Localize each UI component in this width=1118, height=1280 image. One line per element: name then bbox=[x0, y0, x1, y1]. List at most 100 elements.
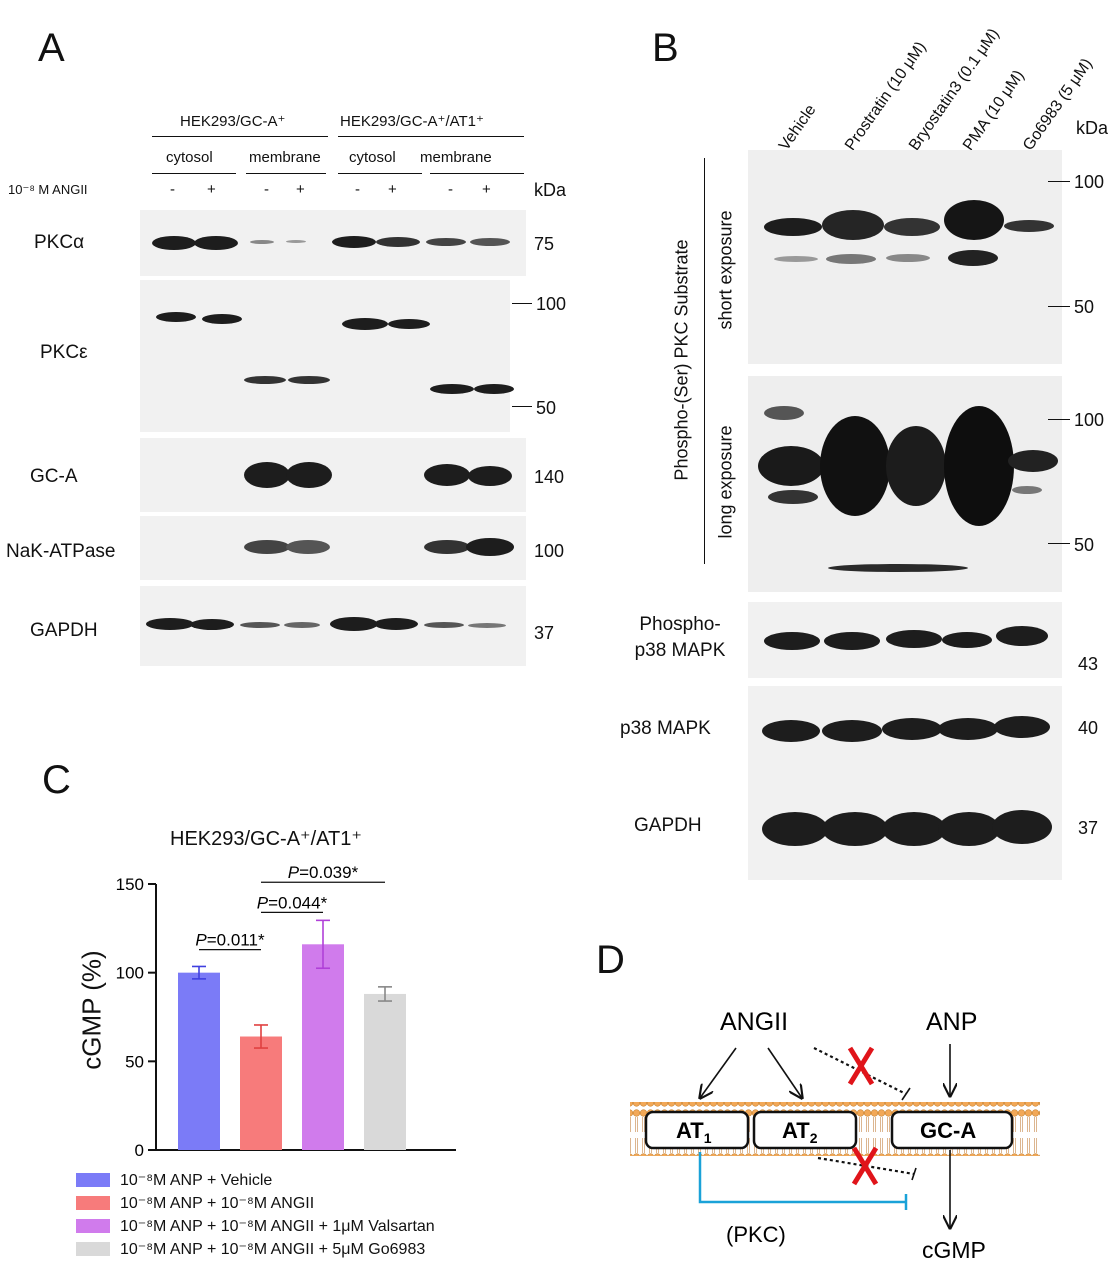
group-line-gca-at1 bbox=[338, 136, 524, 137]
inhibition-bar-top bbox=[901, 1087, 911, 1101]
panel-d-label: D bbox=[596, 938, 625, 982]
chart-title: HEK293/GC-A⁺/AT1⁺ bbox=[170, 828, 362, 850]
red-x-top-icon bbox=[847, 1046, 875, 1086]
legend-item: 10⁻⁸M ANP + 10⁻⁸M ANGII + 5μM Go6983 bbox=[76, 1237, 435, 1260]
lane-sign: - bbox=[448, 181, 453, 198]
blot-long-exposure bbox=[748, 376, 1062, 592]
legend-text: 10⁻⁸M ANP + 10⁻⁸M ANGII + 5μM Go6983 bbox=[120, 1240, 426, 1258]
lane-sign: + bbox=[482, 181, 491, 198]
legend-swatch bbox=[76, 1241, 110, 1256]
marker-tick bbox=[512, 303, 532, 304]
pkc-inhibition-line bbox=[698, 1152, 906, 1204]
mw-label: 37 bbox=[1078, 818, 1099, 838]
group-label-gca: HEK293/GC-A⁺ bbox=[180, 113, 286, 130]
row-label-phospho-p38: Phospho- p38 MAPK bbox=[618, 612, 742, 664]
kda-label: kDa bbox=[534, 180, 567, 200]
panel-b-label: B bbox=[652, 26, 679, 70]
mw-label: 100 bbox=[536, 294, 567, 314]
pathway-diagram: ANGII ANP AT1 AT2 GC-A (PKC) cGMP bbox=[630, 1008, 1040, 1260]
kda-label-b: kDa bbox=[1076, 118, 1109, 138]
significance-label: P=0.011* bbox=[195, 931, 265, 950]
group-line-gca bbox=[152, 136, 328, 137]
y-tick-label: 150 bbox=[116, 875, 144, 894]
blot-nak-atpase bbox=[140, 516, 526, 580]
lane-sign: - bbox=[170, 181, 175, 198]
at2-box bbox=[752, 1110, 858, 1150]
pkc-label: (PKC) bbox=[726, 1222, 786, 1247]
blot-p38 bbox=[748, 686, 1062, 776]
at1-label: AT1 bbox=[676, 1118, 712, 1146]
substrate-label-wrap: Phospho-(Ser) PKC Substrate bbox=[672, 239, 692, 480]
lane-header: Vehicle bbox=[776, 101, 820, 154]
group-label-gca-at1: HEK293/GC-A⁺/AT1⁺ bbox=[340, 113, 484, 130]
angii-to-at1-arrow bbox=[700, 1047, 737, 1098]
bar bbox=[240, 1036, 282, 1150]
gca-label: GC-A bbox=[920, 1118, 976, 1143]
fraction-label: membrane bbox=[420, 149, 492, 166]
at2-label: AT2 bbox=[782, 1118, 818, 1146]
lane-sign: + bbox=[207, 181, 216, 198]
mw-label: 40 bbox=[1078, 718, 1099, 738]
blot-pkc-epsilon bbox=[140, 280, 514, 432]
gca-box bbox=[890, 1110, 1014, 1150]
marker-tick bbox=[1048, 419, 1070, 420]
blot-short-exposure bbox=[748, 150, 1062, 364]
panel-c-label: C bbox=[42, 758, 71, 802]
row-label-nak-atpase: NaK-ATPase bbox=[6, 541, 116, 562]
blot-gapdh-b bbox=[748, 776, 1062, 880]
angii-to-at2-arrow bbox=[767, 1047, 802, 1098]
blot-gapdh-a bbox=[140, 586, 526, 666]
chart-legend: 10⁻⁸M ANP + Vehicle 10⁻⁸M ANP + 10⁻⁸M AN… bbox=[76, 1168, 435, 1260]
row-label-line1: Phospho- bbox=[639, 614, 721, 635]
lane-sign: - bbox=[264, 181, 269, 198]
fraction-label: cytosol bbox=[349, 149, 396, 166]
lane-sign: + bbox=[388, 181, 397, 198]
inhibition-bar-bottom bbox=[911, 1167, 917, 1181]
at1-box bbox=[644, 1110, 750, 1150]
bar bbox=[302, 944, 344, 1150]
red-x-bottom-icon bbox=[851, 1146, 879, 1186]
marker-label: 50 bbox=[1074, 535, 1095, 555]
y-tick-label: 0 bbox=[135, 1141, 144, 1160]
lane-sign: + bbox=[296, 181, 305, 198]
anp-label: ANP bbox=[926, 1008, 977, 1036]
legend-text: 10⁻⁸M ANP + Vehicle bbox=[120, 1171, 273, 1189]
row-label-line2: p38 MAPK bbox=[634, 640, 726, 661]
bar bbox=[364, 993, 406, 1150]
lane-header: Go6983 (5 μM) bbox=[1020, 55, 1096, 154]
short-exposure-label: short exposure bbox=[715, 210, 736, 330]
fraction-line bbox=[338, 173, 422, 174]
significance-label: P=0.044* bbox=[257, 893, 328, 912]
mw-label: 43 bbox=[1078, 654, 1099, 674]
row-label-gapdh: GAPDH bbox=[30, 620, 98, 641]
short-exposure-wrap: short exposure bbox=[716, 210, 736, 329]
substrate-label: Phospho-(Ser) PKC Substrate bbox=[671, 239, 692, 481]
fraction-label: membrane bbox=[249, 149, 321, 166]
y-tick-label: 50 bbox=[125, 1052, 144, 1071]
legend-swatch bbox=[76, 1218, 110, 1233]
substrate-bracket bbox=[704, 158, 705, 564]
row-label-gc-a: GC-A bbox=[30, 466, 78, 487]
fraction-line bbox=[152, 173, 236, 174]
cgmp-label: cGMP bbox=[922, 1237, 986, 1260]
fraction-line bbox=[430, 173, 524, 174]
legend-text: 10⁻⁸M ANP + 10⁻⁸M ANGII bbox=[120, 1194, 315, 1212]
significance-label: P=0.039* bbox=[288, 863, 359, 882]
panel-a-label: A bbox=[38, 26, 65, 70]
row-label-gapdh-b: GAPDH bbox=[634, 815, 702, 836]
row-label-pkc-alpha: PKCα bbox=[34, 232, 85, 253]
long-exposure-label: long exposure bbox=[715, 425, 736, 539]
bar bbox=[178, 972, 220, 1150]
marker-tick bbox=[1048, 181, 1070, 182]
legend-item: 10⁻⁸M ANP + Vehicle bbox=[76, 1168, 435, 1191]
fraction-label: cytosol bbox=[166, 149, 213, 166]
y-axis-label: cGMP (%) bbox=[76, 950, 107, 1070]
marker-label: 100 bbox=[1074, 172, 1105, 192]
blot-gc-a bbox=[140, 438, 526, 512]
legend-swatch bbox=[76, 1172, 110, 1187]
blot-phospho-p38 bbox=[748, 602, 1062, 678]
lane-sign: - bbox=[355, 181, 360, 198]
legend-swatch bbox=[76, 1195, 110, 1210]
mw-label: 140 bbox=[534, 467, 565, 487]
cgmp-bar-chart: 0 50 100 150 P=0.011* P=0.044* P=0.039* bbox=[116, 863, 456, 1160]
